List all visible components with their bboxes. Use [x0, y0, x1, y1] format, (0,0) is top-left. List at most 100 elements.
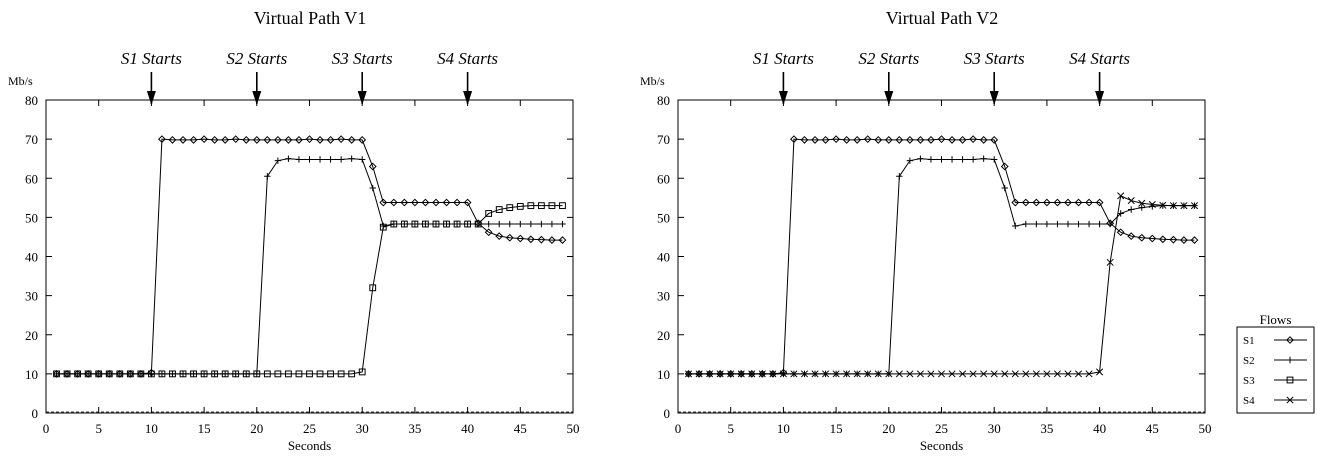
data-point-s2 — [348, 155, 355, 162]
data-point-s4 — [885, 370, 893, 378]
data-point-s3 — [306, 370, 313, 378]
y-tick-label: 70 — [25, 132, 38, 147]
data-point-s3 — [516, 203, 524, 210]
data-point-s1 — [958, 136, 967, 144]
data-point-s4 — [1169, 202, 1177, 210]
legend: Flows S1 S2 S3 S4 — [1236, 312, 1315, 414]
data-point-s3 — [116, 370, 124, 378]
data-point-s1 — [389, 198, 398, 207]
data-point-s2 — [1043, 220, 1051, 228]
data-point-s1 — [916, 136, 925, 144]
data-point-s4 — [843, 370, 851, 378]
data-point-s2 — [285, 155, 292, 162]
data-point-s1 — [548, 236, 556, 244]
annotation-label: S3 Starts — [332, 49, 393, 68]
annotation-arrow-head — [1095, 91, 1105, 105]
data-point-s1 — [273, 136, 282, 144]
x-tick-label: 45 — [514, 421, 527, 436]
legend-marker-s4 — [1286, 396, 1294, 404]
data-point-s4 — [853, 370, 861, 378]
data-point-s1 — [252, 136, 261, 144]
data-point-s3 — [422, 220, 429, 228]
data-point-s3 — [158, 370, 166, 378]
data-point-s1 — [284, 136, 293, 144]
data-point-s3 — [495, 206, 503, 213]
data-point-s1 — [221, 136, 230, 144]
annotation-label: S3 Starts — [964, 49, 1025, 68]
data-point-s3 — [211, 370, 219, 378]
data-point-s4 — [1159, 201, 1167, 209]
data-point-s2 — [938, 156, 945, 163]
legend-entry-label: S4 — [1243, 395, 1255, 407]
data-point-s2 — [538, 220, 545, 228]
data-point-s1 — [842, 136, 851, 144]
data-point-s2 — [1106, 220, 1114, 228]
data-point-s4 — [737, 370, 745, 378]
data-point-s1 — [189, 136, 198, 144]
data-point-s1 — [1064, 198, 1072, 207]
series-s2 — [685, 155, 1198, 378]
data-point-s4 — [1138, 199, 1146, 207]
y-tick-label: 80 — [657, 93, 670, 108]
x-tick-label: 20 — [882, 421, 895, 436]
data-point-s3 — [464, 220, 472, 228]
data-point-s4 — [706, 370, 714, 378]
data-point-s2 — [306, 156, 313, 163]
data-point-s2 — [969, 156, 977, 163]
y-tick-label: 40 — [25, 250, 38, 265]
data-point-s1 — [368, 162, 377, 171]
data-point-s2 — [1064, 220, 1072, 228]
x-tick-label: 5 — [95, 421, 102, 436]
data-point-s2 — [1022, 220, 1030, 228]
data-point-s1 — [1042, 198, 1051, 207]
data-point-s4 — [1043, 370, 1051, 378]
data-point-s1 — [505, 233, 514, 242]
series-s1 — [684, 135, 1199, 378]
data-point-s3 — [126, 370, 134, 378]
data-point-s3 — [53, 370, 60, 378]
x-tick-label: 50 — [1199, 421, 1212, 436]
y-tick-label: 60 — [25, 171, 38, 186]
data-point-s1 — [200, 135, 209, 144]
data-point-s1 — [948, 136, 956, 144]
x-tick-label: 10 — [777, 421, 790, 436]
data-point-s4 — [1001, 370, 1009, 378]
y-tick-label: 40 — [657, 250, 670, 265]
data-point-s4 — [684, 370, 693, 378]
x-tick-label: 10 — [145, 421, 158, 436]
data-point-s4 — [916, 370, 924, 378]
plot-frame — [677, 99, 1206, 414]
data-point-s1 — [1021, 198, 1030, 207]
data-point-s3 — [337, 370, 345, 378]
x-tick-label: 15 — [198, 421, 211, 436]
data-point-s2 — [917, 155, 924, 162]
data-point-s3 — [474, 220, 482, 228]
y-tick-label: 50 — [657, 210, 670, 225]
data-point-s2 — [1117, 210, 1124, 217]
data-point-s1 — [811, 136, 819, 144]
series-s2 — [53, 155, 566, 378]
data-point-s1 — [853, 136, 862, 144]
x-tick-label: 45 — [1146, 421, 1159, 436]
data-point-s2 — [295, 156, 303, 163]
data-point-s4 — [1022, 370, 1030, 378]
data-point-s4 — [1032, 370, 1040, 378]
y-tick-label: 80 — [25, 93, 38, 108]
data-point-s4 — [1011, 370, 1019, 378]
data-point-s1 — [231, 135, 240, 144]
annotation-label: S1 Starts — [121, 49, 182, 68]
data-point-s3 — [137, 370, 145, 378]
data-point-s1 — [969, 135, 978, 144]
data-point-s1 — [1190, 236, 1199, 244]
data-point-s1 — [863, 135, 872, 144]
data-point-s4 — [1085, 370, 1093, 378]
legend-marker-s3 — [1286, 376, 1294, 384]
data-point-s4 — [748, 370, 756, 378]
y-tick-label: 0 — [664, 406, 671, 421]
annotation-label: S4 Starts — [437, 49, 498, 68]
data-point-s2 — [991, 156, 998, 163]
data-point-s1 — [295, 136, 303, 144]
data-point-s2 — [1054, 220, 1061, 228]
data-point-s2 — [1033, 220, 1040, 228]
